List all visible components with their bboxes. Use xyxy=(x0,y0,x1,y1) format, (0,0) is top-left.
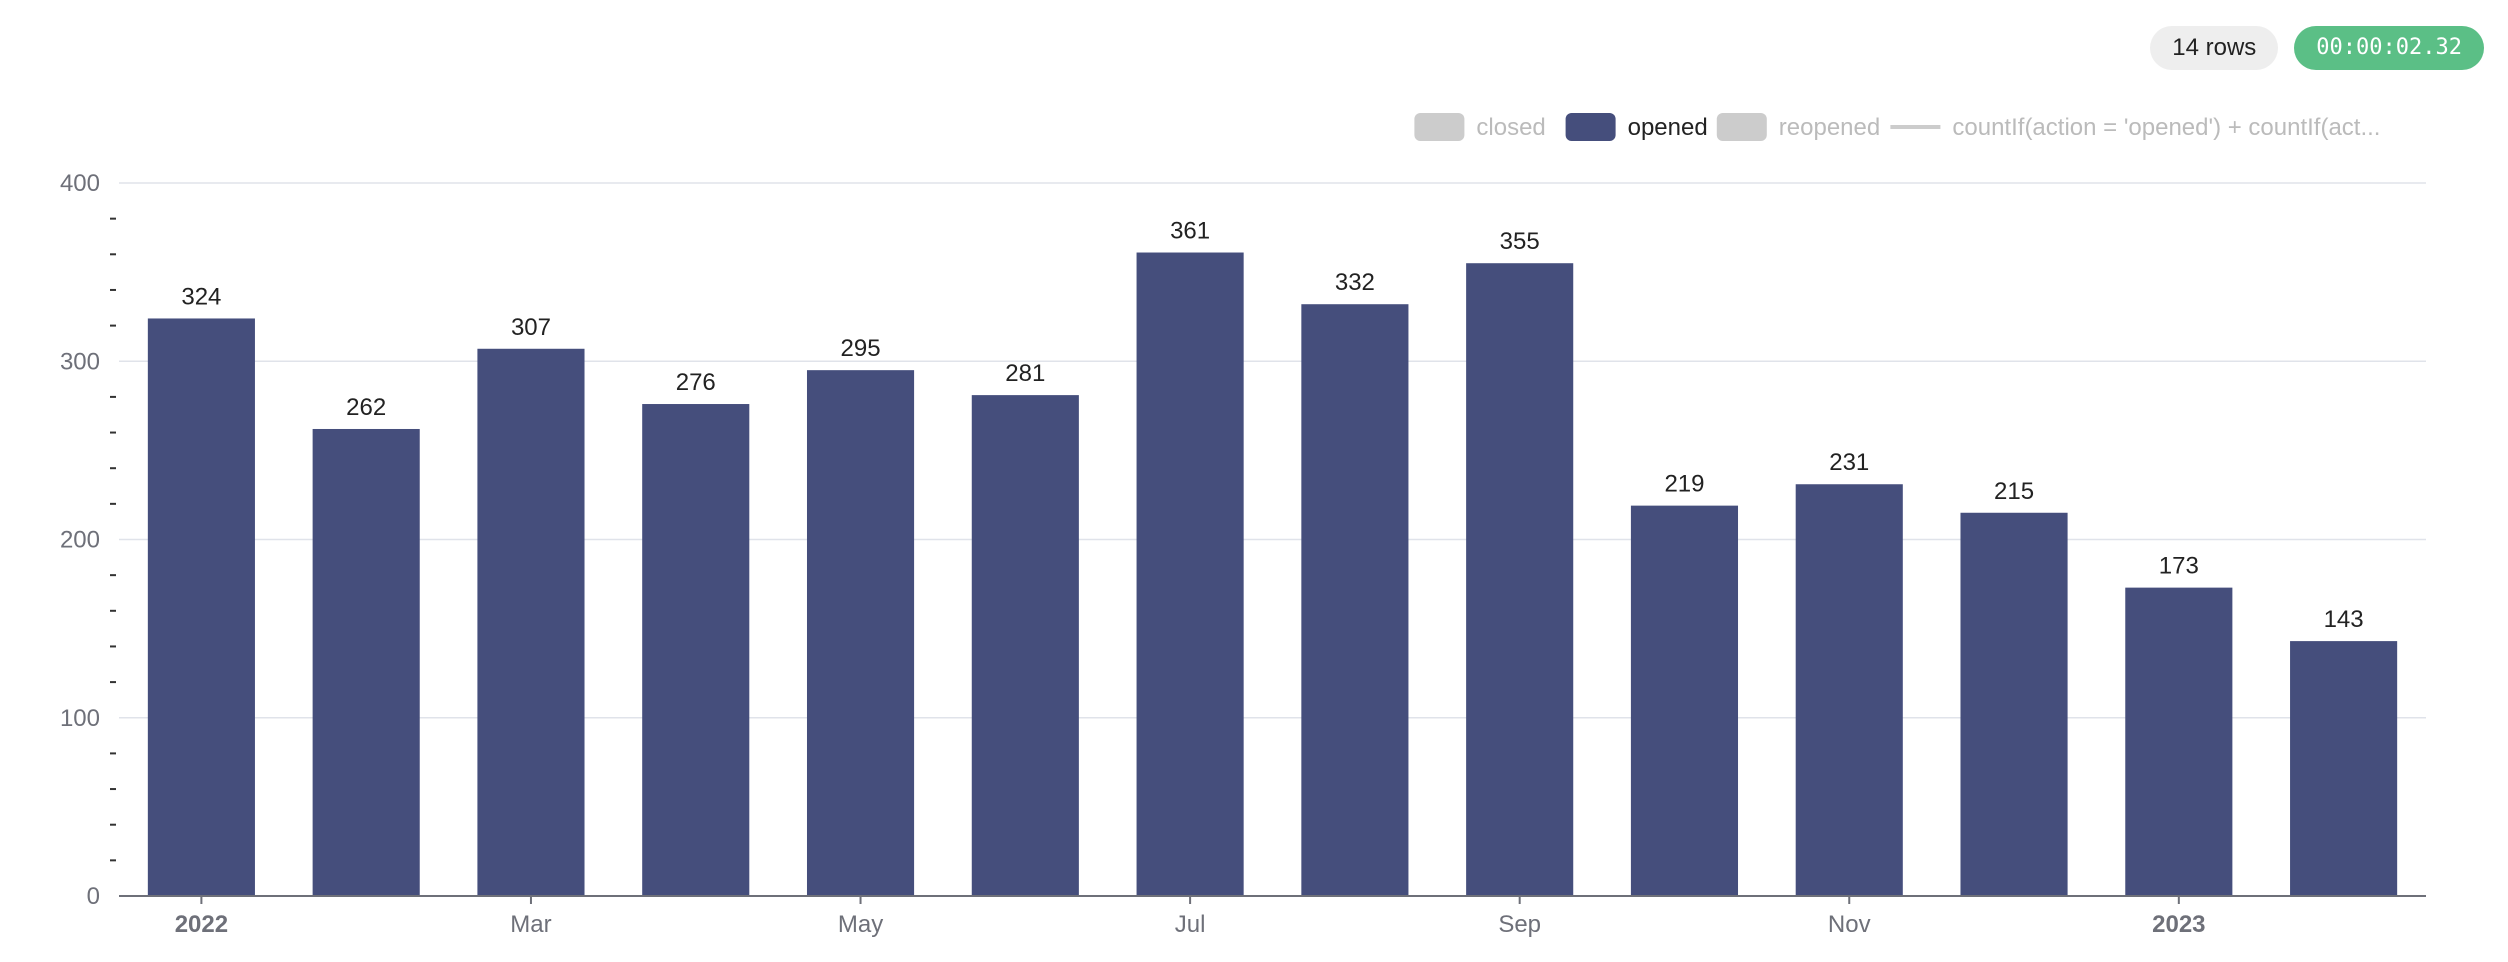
legend-swatch xyxy=(1716,113,1767,141)
data-label: 295 xyxy=(841,335,881,362)
x-tick-label: Jul xyxy=(1175,911,1206,938)
data-label: 276 xyxy=(676,369,716,396)
x-tick-label: May xyxy=(838,911,883,938)
data-label: 324 xyxy=(181,283,221,310)
bar xyxy=(2290,641,2398,896)
bar xyxy=(1136,252,1244,896)
legend-swatch xyxy=(1414,113,1465,141)
x-tick-label: Nov xyxy=(1828,911,1871,938)
y-tick-label: 400 xyxy=(60,170,100,197)
bar xyxy=(1466,263,1574,896)
x-tick-label: Mar xyxy=(510,911,551,938)
data-label: 143 xyxy=(2324,606,2364,633)
legend-label: reopened xyxy=(1779,114,1880,141)
bar xyxy=(312,428,420,896)
y-tick-label: 100 xyxy=(60,705,100,732)
bar xyxy=(2125,587,2233,896)
data-label: 281 xyxy=(1005,360,1045,387)
data-label: 215 xyxy=(1994,478,2034,505)
data-label: 262 xyxy=(346,394,386,421)
row-count-badge: 14 rows xyxy=(2150,26,2279,70)
x-tick-label: Sep xyxy=(1498,911,1541,938)
legend-swatch xyxy=(1565,113,1616,141)
bar xyxy=(1301,304,1409,897)
grid-lines xyxy=(119,182,2426,719)
data-label: 355 xyxy=(1500,228,1540,255)
legend-label: closed xyxy=(1476,114,1545,141)
y-tick-label: 200 xyxy=(60,527,100,554)
legend-label: opened xyxy=(1628,114,1708,141)
data-label: 219 xyxy=(1664,471,1704,498)
bar xyxy=(477,348,585,897)
bar xyxy=(642,404,750,896)
x-axis: 2022 Mar May Jul Sep Nov 2023 xyxy=(119,895,2426,938)
y-tick-label: 0 xyxy=(87,883,100,910)
elapsed-time-badge: 00:00:02.32 xyxy=(2294,26,2484,70)
x-tick-label: 2022 xyxy=(175,911,228,938)
data-label: 332 xyxy=(1335,269,1375,296)
bar xyxy=(147,318,255,897)
bar xyxy=(1795,484,1903,896)
bar xyxy=(1960,512,2068,896)
bar xyxy=(806,370,915,897)
status-badges: 14 rows 00:00:02.32 xyxy=(2150,26,2484,70)
bar xyxy=(1630,505,1739,896)
bar xyxy=(971,395,1079,896)
y-axis: 0 100 200 300 400 xyxy=(60,170,116,910)
data-label: 307 xyxy=(511,314,551,341)
chart-legend: closed opened reopened countIf(action = 'op… xyxy=(1414,113,2380,141)
bars xyxy=(147,252,2398,897)
legend-label: countIf(action = 'opened') + countIf(act… xyxy=(1952,114,2380,141)
y-tick-label: 300 xyxy=(60,348,100,375)
data-label: 231 xyxy=(1829,449,1869,476)
x-tick-label: 2023 xyxy=(2152,911,2205,938)
data-label: 173 xyxy=(2159,553,2199,580)
data-label: 361 xyxy=(1170,218,1210,245)
data-labels: 324 262 307 276 295 281 361 332 355 219 231 215 173 1… xyxy=(181,218,2363,634)
